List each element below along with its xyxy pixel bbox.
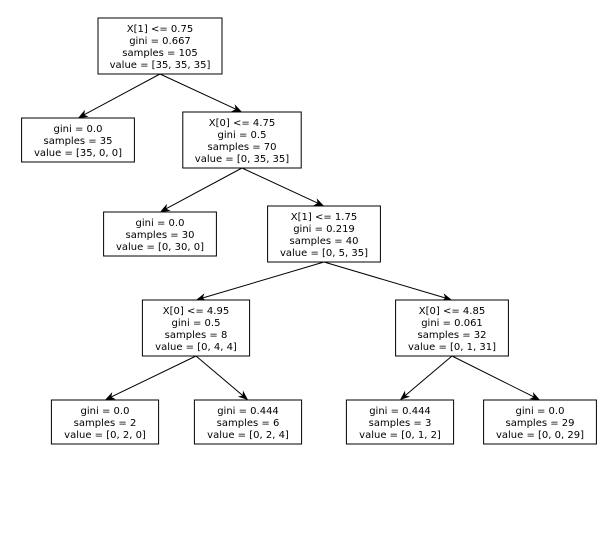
node-text-line: value = [0, 0, 29] (496, 430, 584, 441)
tree-edge (198, 262, 324, 299)
node-text-line: gini = 0.061 (421, 318, 483, 329)
tree-edge (196, 356, 247, 399)
node-text-line: samples = 35 (43, 136, 112, 147)
node-text-line: value = [0, 1, 31] (408, 342, 496, 353)
node-text-line: samples = 3 (369, 418, 432, 429)
node-text-line: value = [0, 5, 35] (280, 248, 368, 259)
node-text-line: gini = 0.5 (172, 318, 221, 329)
tree-node: gini = 0.0samples = 29value = [0, 0, 29] (484, 400, 597, 444)
node-text-line: gini = 0.444 (369, 406, 431, 417)
node-text-line: value = [0, 30, 0] (116, 242, 204, 253)
tree-edge (452, 356, 538, 399)
tree-node: X[0] <= 4.95gini = 0.5samples = 8value =… (142, 300, 249, 356)
node-text-line: gini = 0.0 (136, 218, 185, 229)
tree-node: gini = 0.0samples = 30value = [0, 30, 0] (104, 212, 217, 256)
node-text-line: X[0] <= 4.85 (419, 306, 485, 317)
tree-edge (162, 168, 242, 211)
tree-edge (402, 356, 453, 399)
node-text-line: samples = 30 (125, 230, 194, 241)
tree-node: gini = 0.444samples = 6value = [0, 2, 4] (194, 400, 301, 444)
tree-edge (80, 74, 160, 117)
node-text-line: gini = 0.0 (54, 124, 103, 135)
tree-node: X[0] <= 4.85gini = 0.061samples = 32valu… (396, 300, 509, 356)
node-text-line: samples = 29 (505, 418, 574, 429)
node-text-line: value = [0, 1, 2] (359, 430, 441, 441)
node-text-line: value = [35, 35, 35] (110, 60, 211, 71)
node-text-line: X[1] <= 0.75 (127, 24, 193, 35)
node-text-line: samples = 105 (122, 48, 197, 59)
tree-node: X[1] <= 1.75gini = 0.219samples = 40valu… (268, 206, 381, 262)
node-text-line: gini = 0.444 (217, 406, 279, 417)
node-text-line: gini = 0.219 (293, 224, 355, 235)
tree-edge (324, 262, 450, 299)
tree-edge (107, 356, 196, 399)
node-text-line: value = [0, 2, 0] (64, 430, 146, 441)
node-text-line: samples = 8 (165, 330, 228, 341)
node-text-line: samples = 40 (289, 236, 358, 247)
tree-node: X[1] <= 0.75gini = 0.667samples = 105val… (98, 18, 222, 74)
node-text-line: samples = 6 (217, 418, 280, 429)
tree-node: X[0] <= 4.75gini = 0.5samples = 70value … (183, 112, 301, 168)
node-text-line: gini = 0.667 (129, 36, 191, 47)
tree-edge (160, 74, 240, 111)
node-text-line: samples = 2 (74, 418, 137, 429)
node-text-line: value = [0, 4, 4] (155, 342, 237, 353)
node-text-line: samples = 32 (417, 330, 486, 341)
node-text-line: gini = 0.0 (516, 406, 565, 417)
node-text-line: value = [0, 2, 4] (207, 430, 289, 441)
node-text-line: gini = 0.5 (218, 130, 267, 141)
tree-node: gini = 0.0samples = 2value = [0, 2, 0] (51, 400, 158, 444)
nodes-layer: X[1] <= 0.75gini = 0.667samples = 105val… (22, 18, 597, 444)
node-text-line: value = [0, 35, 35] (195, 154, 289, 165)
node-text-line: samples = 70 (207, 142, 276, 153)
node-text-line: value = [35, 0, 0] (34, 148, 122, 159)
node-text-line: X[0] <= 4.95 (163, 306, 229, 317)
tree-node: gini = 0.0samples = 35value = [35, 0, 0] (22, 118, 135, 162)
tree-edge (242, 168, 322, 205)
node-text-line: X[0] <= 4.75 (209, 118, 275, 129)
node-text-line: gini = 0.0 (81, 406, 130, 417)
tree-node: gini = 0.444samples = 3value = [0, 1, 2] (346, 400, 453, 444)
decision-tree-diagram: X[1] <= 0.75gini = 0.667samples = 105val… (0, 0, 604, 540)
node-text-line: X[1] <= 1.75 (291, 212, 357, 223)
